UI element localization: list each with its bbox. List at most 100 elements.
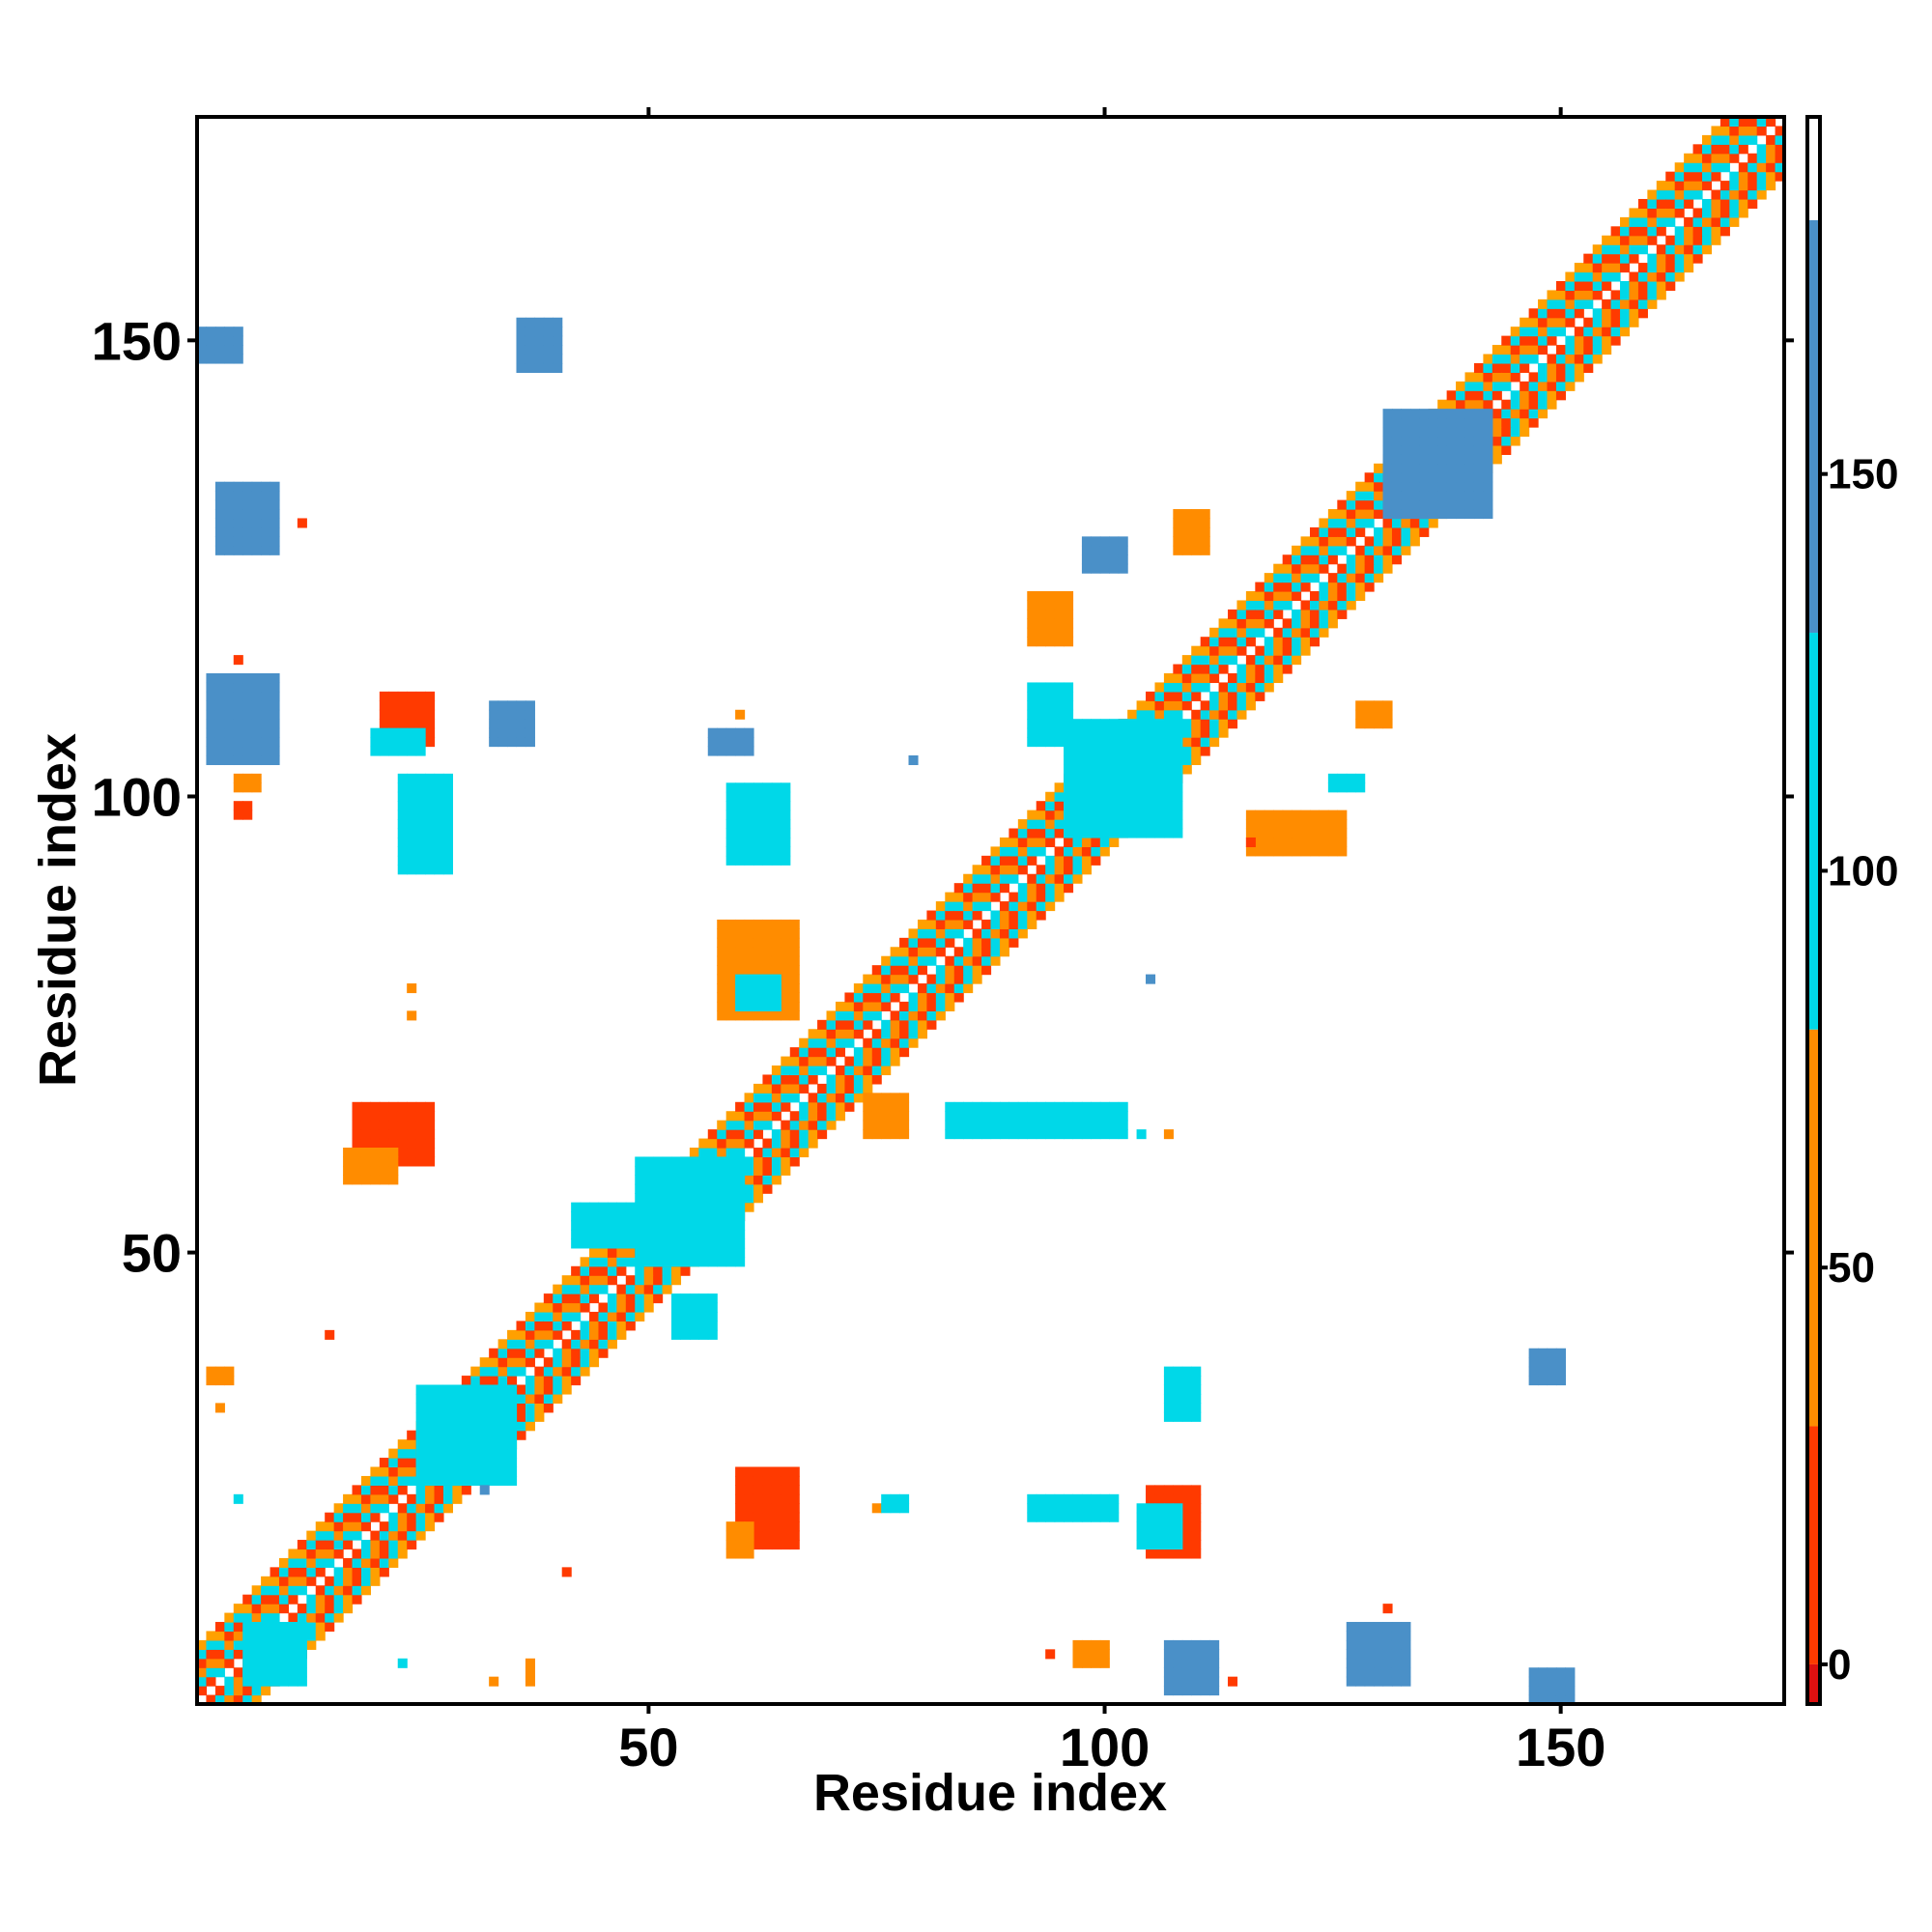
heatmap-cell <box>425 1493 436 1504</box>
heatmap-cell <box>725 947 736 957</box>
heatmap-cell <box>1017 1101 1028 1112</box>
heatmap-cell <box>1528 1376 1539 1386</box>
heatmap-cell <box>489 700 499 711</box>
heatmap-cell <box>397 1548 408 1559</box>
heatmap-cell <box>1163 1686 1174 1696</box>
heatmap-cell <box>990 1101 1001 1112</box>
heatmap-cell <box>725 1202 736 1212</box>
heatmap-cell <box>360 1148 372 1158</box>
heatmap-cell <box>735 709 746 720</box>
heatmap-cell <box>1181 545 1192 555</box>
heatmap-cell <box>835 1083 846 1094</box>
heatmap-cell <box>717 974 727 984</box>
heatmap-cell <box>680 1211 691 1222</box>
heatmap-cell <box>1064 846 1074 857</box>
heatmap-cell <box>890 1111 900 1122</box>
heatmap-cell <box>1200 526 1210 537</box>
heatmap-cell <box>1054 865 1065 875</box>
heatmap-cell <box>1592 308 1603 319</box>
heatmap-cell <box>607 1339 617 1350</box>
heatmap-cell <box>479 1475 490 1486</box>
heatmap-cell <box>197 335 208 346</box>
heatmap-cell <box>525 1339 535 1350</box>
heatmap-cell <box>981 901 992 912</box>
heatmap-cell <box>953 947 964 957</box>
heatmap-cell <box>1282 573 1293 583</box>
heatmap-cell <box>1684 253 1694 264</box>
heatmap-cell <box>242 737 253 748</box>
heatmap-cell <box>762 937 773 948</box>
heatmap-cell <box>251 1622 262 1633</box>
heatmap-cell <box>206 672 216 684</box>
heatmap-cell <box>990 855 1001 866</box>
heatmap-cell <box>1592 317 1603 327</box>
heatmap-cell <box>945 1111 955 1122</box>
heatmap-cell <box>1245 627 1256 638</box>
heatmap-cell <box>653 1265 664 1276</box>
heatmap-cell <box>598 1265 609 1276</box>
heatmap-cell <box>762 1138 773 1149</box>
heatmap-cell <box>415 1403 426 1413</box>
heatmap-cell <box>1045 855 1056 866</box>
heatmap-cell <box>1409 417 1420 428</box>
heatmap-cell <box>397 791 408 802</box>
heatmap-cell <box>1538 298 1548 309</box>
heatmap-cell <box>762 1093 773 1103</box>
x-axis-ticks: 50 100 150 <box>618 107 1605 1777</box>
heatmap-cell <box>1191 1393 1202 1404</box>
heatmap-cell <box>1337 545 1348 555</box>
heatmap-cell <box>1574 372 1584 383</box>
heatmap-cell <box>1273 645 1284 656</box>
heatmap-cell <box>1009 901 1019 912</box>
heatmap-cell <box>1273 609 1284 619</box>
heatmap-cell <box>379 1138 389 1149</box>
heatmap-cell <box>543 362 554 373</box>
heatmap-cell <box>1081 782 1092 793</box>
heatmap-cell <box>1382 554 1393 565</box>
heatmap-cell <box>580 1220 590 1231</box>
heatmap-cell <box>653 1183 664 1194</box>
heatmap-cell <box>717 928 727 939</box>
heatmap-cell <box>744 1193 754 1204</box>
heatmap-cell <box>680 1175 691 1185</box>
heatmap-cell <box>735 1193 746 1204</box>
heatmap-cell <box>251 1676 262 1687</box>
heatmap-cell <box>890 1010 900 1021</box>
heatmap-cell <box>1565 280 1576 292</box>
heatmap-cell <box>607 1311 617 1322</box>
heatmap-cell <box>1309 591 1321 602</box>
heatmap-cell <box>799 1111 810 1122</box>
heatmap-cell <box>442 1448 453 1459</box>
heatmap-cell <box>1401 491 1411 501</box>
heatmap-cell <box>580 1257 590 1267</box>
heatmap-cell <box>1473 444 1484 455</box>
heatmap-cell <box>479 1411 490 1422</box>
heatmap-cell <box>561 1339 572 1350</box>
heatmap-cell <box>1072 754 1083 766</box>
heatmap-cell <box>1163 1639 1174 1650</box>
heatmap-cell <box>214 682 225 693</box>
heatmap-cell <box>1118 819 1128 830</box>
heatmap-cell <box>1501 417 1512 428</box>
heatmap-cell <box>781 810 791 820</box>
heatmap-cell <box>1364 582 1375 592</box>
heatmap-cell <box>643 1257 654 1267</box>
heatmap-cell <box>1081 791 1092 802</box>
heatmap-cell <box>753 1521 764 1532</box>
heatmap-cell <box>680 1202 691 1212</box>
heatmap-cell <box>1464 444 1475 455</box>
heatmap-cell <box>1282 664 1293 674</box>
heatmap-cell <box>352 1129 362 1140</box>
heatmap-cell <box>753 1183 764 1194</box>
heatmap-cell <box>497 1376 508 1386</box>
heatmap-cell <box>343 1148 354 1158</box>
heatmap-cell <box>1401 509 1411 520</box>
heatmap-cell <box>725 1238 736 1249</box>
heatmap-cell <box>534 1366 545 1377</box>
heatmap-cell <box>1692 253 1703 264</box>
heatmap-cell <box>1620 317 1631 327</box>
heatmap-cell <box>1027 709 1037 720</box>
heatmap-cell <box>270 1567 280 1577</box>
heatmap-cell <box>251 545 262 555</box>
heatmap-cell <box>470 1384 481 1395</box>
